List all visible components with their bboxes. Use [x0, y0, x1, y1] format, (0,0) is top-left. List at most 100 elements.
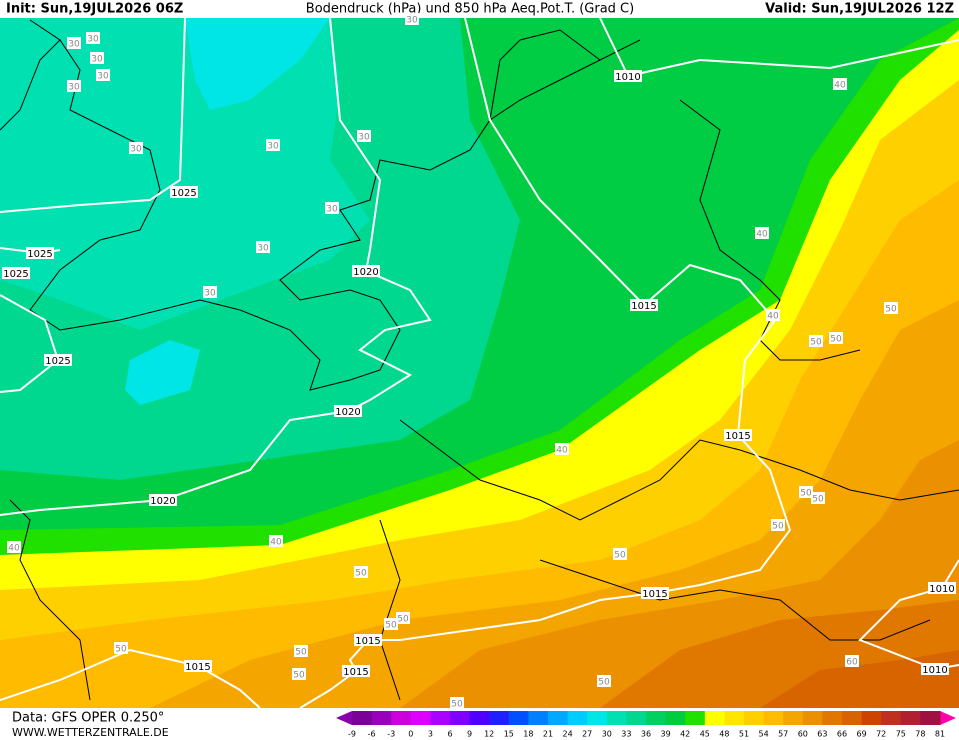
legend-color-box	[724, 711, 745, 725]
legend-color-box	[900, 711, 921, 725]
legend-tick-label: 21	[543, 730, 553, 739]
legend-color-box	[489, 711, 510, 725]
legend-tick-label: 78	[915, 730, 925, 739]
legend-color-box	[646, 711, 667, 725]
color-legend: -9 -6 -3 0 3 6 9 12 15 18 21 24 27 30 33 36 39 42 45 48 51 54…	[336, 711, 956, 739]
thetae-label-bg	[90, 52, 104, 64]
isobar-label-bg	[630, 299, 658, 311]
thetae-label-group: 50	[597, 675, 611, 688]
legend-color-box	[587, 711, 608, 725]
thetae-label-group: 30	[129, 142, 143, 155]
isobar-label-bg	[2, 267, 30, 279]
thetae-label-group: 40	[766, 309, 780, 322]
thetae-label-group: 50	[799, 486, 813, 499]
thetae-label-bg	[613, 548, 627, 560]
thetae-label: 30	[267, 142, 279, 152]
legend-tick-label: 48	[719, 730, 729, 739]
thetae-label-group: 30	[256, 241, 270, 254]
thetae-label: 30	[358, 133, 370, 143]
thetae-label-group: 30	[67, 80, 81, 93]
legend-tick-label: 60	[798, 730, 808, 739]
isobar-label-bg	[184, 660, 212, 672]
thetae-label: 40	[270, 538, 282, 548]
isobar-label: 1015	[725, 431, 750, 442]
thetae-label-bg	[354, 566, 368, 578]
thetae-label-group: 50	[354, 566, 368, 579]
legend-arrow-high	[940, 711, 956, 725]
legend-color-box	[842, 711, 863, 725]
data-source: Data: GFS OPER 0.250°	[12, 711, 164, 726]
isobar-label-group: 1015	[184, 660, 212, 673]
isobar-label-group: 1010	[921, 663, 949, 676]
isobar-label-bg	[724, 429, 752, 441]
thetae-label-bg	[86, 32, 100, 44]
thetae-label: 30	[257, 244, 269, 254]
thetae-label-group: 30	[96, 69, 110, 82]
map-area: 1010 1025 1025 1025 1020 1015 1025 1020 1015 1020…	[0, 13, 959, 710]
thetae-label-bg	[829, 332, 843, 344]
thetae-label-bg	[266, 139, 280, 151]
legend-tick-label: -6	[368, 730, 376, 739]
legend-color-box	[469, 711, 490, 725]
thetae-label: 50	[115, 645, 127, 655]
legend-color-box	[548, 711, 569, 725]
thetae-label: 30	[97, 72, 109, 82]
legend-tick-label: 30	[602, 730, 612, 739]
thetae-label-bg	[799, 486, 813, 498]
isobar-label: 1025	[27, 249, 52, 260]
thetae-label-bg	[67, 80, 81, 92]
thetae-label-group: 30	[67, 37, 81, 50]
thetae-label: 30	[406, 16, 418, 26]
isobar-label: 1025	[3, 269, 28, 280]
isobar-label-group: 1015	[354, 634, 382, 647]
thetae-label: 50	[800, 489, 812, 499]
thetae-label-group: 30	[357, 130, 371, 143]
isobar-label: 1010	[929, 584, 954, 595]
legend-tick-label: 12	[484, 730, 494, 739]
legend-color-box	[920, 711, 941, 725]
thetae-label-bg	[129, 142, 143, 154]
thetae-label: 30	[68, 40, 80, 50]
legend-color-box	[861, 711, 882, 725]
thetae-label-bg	[325, 202, 339, 214]
isobar-label-group: 1020	[334, 405, 362, 418]
thetae-label: 50	[295, 648, 307, 658]
thetae-label-bg	[7, 541, 21, 553]
thetae-label-bg	[357, 130, 371, 142]
isobar-label: 1015	[642, 589, 667, 600]
thetae-label-group: 30	[405, 13, 419, 26]
isobar-label-group: 1010	[614, 70, 642, 83]
legend-tick-label: 27	[582, 730, 592, 739]
isobar-label: 1015	[343, 667, 368, 678]
thetae-label-bg	[809, 335, 823, 347]
thetae-label-group: 50	[811, 492, 825, 505]
legend-color-box	[685, 711, 706, 725]
legend-tick-label: 42	[680, 730, 690, 739]
thetae-label-group: 30	[266, 139, 280, 152]
isobar-label: 1015	[355, 636, 380, 647]
thetae-label-bg	[771, 519, 785, 531]
legend-color-box	[626, 711, 647, 725]
legend-tick-label: 6	[447, 730, 452, 739]
thetae-label-bg	[96, 69, 110, 81]
isobar-label-bg	[170, 186, 198, 198]
thetae-label-bg	[67, 37, 81, 49]
isobar-label-group: 1025	[26, 247, 54, 260]
thetae-label: 30	[130, 145, 142, 155]
isobar-label-bg	[641, 587, 669, 599]
thetae-label-group: 30	[86, 32, 100, 45]
thetae-label-group: 40	[755, 227, 769, 240]
isobar-label: 1010	[922, 665, 947, 676]
thetae-label-group: 30	[203, 286, 217, 299]
legend-color-box	[822, 711, 843, 725]
thetae-label-bg	[269, 535, 283, 547]
legend-color-box	[763, 711, 784, 725]
thetae-label-bg	[294, 645, 308, 657]
legend-arrow-low	[336, 711, 352, 725]
thetae-label-group: 30	[325, 202, 339, 215]
legend-tick-label: 24	[563, 730, 573, 739]
thetae-label: 60	[846, 658, 858, 668]
isobar-label-group: 1025	[170, 186, 198, 199]
legend-tick-label: 81	[935, 730, 945, 739]
isobar-label-bg	[921, 663, 949, 675]
